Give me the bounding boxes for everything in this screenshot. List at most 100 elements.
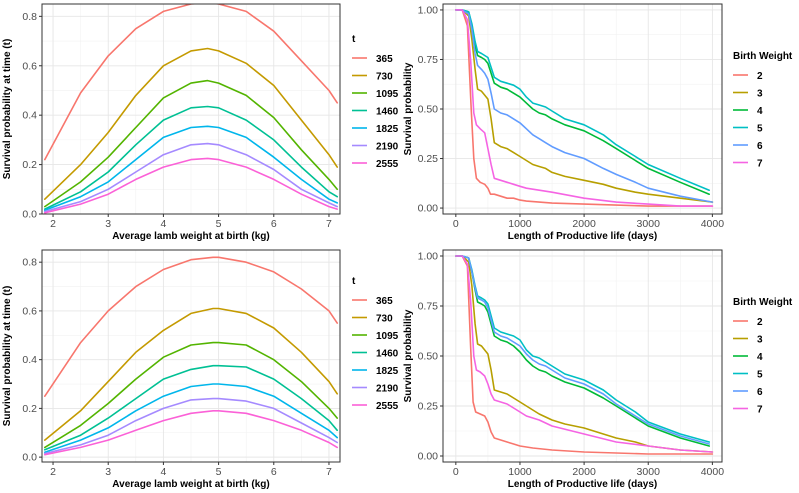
legend-item-7: 7 [733, 159, 763, 170]
series-line-1825 [43, 383, 339, 454]
x-tick-label: 1000 [508, 466, 532, 478]
x-tick-label: 7 [326, 466, 332, 478]
legend-item-1825: 1825 [352, 366, 399, 377]
y-tick-label: 0.4 [22, 354, 37, 366]
y-tick-label: 1.00 [418, 4, 439, 16]
x-tick-label: 4 [160, 466, 166, 478]
y-tick-label: 0.8 [22, 11, 37, 23]
legend-label: 6 [757, 141, 763, 152]
legend-item-365: 365 [352, 54, 393, 65]
legend-label: 2 [757, 317, 763, 328]
legend-label: 3 [757, 335, 763, 346]
x-tick-label: 3000 [637, 218, 661, 230]
panel-border [41, 3, 341, 215]
legend-label: 2190 [376, 142, 399, 153]
series-line-365 [43, 256, 339, 398]
chart-panel-4: 0 1000 2000 3000 4000 0.00 0.25 0.50 0.75 1.00 Len… [403, 249, 793, 490]
series-line-3 [454, 255, 714, 453]
x-tick-label: 2 [50, 218, 56, 230]
legend-label: 1460 [376, 107, 399, 118]
legend-label: 2190 [376, 384, 399, 395]
legend-title: t [352, 276, 356, 287]
y-tick-label: 0.2 [22, 403, 37, 415]
x-tick-label: 7 [326, 218, 332, 230]
x-axis-title: Length of Productive life (days) [508, 479, 657, 490]
y-axis-title: Survival probability at time (t) [2, 39, 13, 180]
legend-label: 730 [376, 72, 393, 83]
legend: Birth Weight 2 3 4 5 6 7 [733, 297, 793, 416]
x-tick-label: 4 [160, 218, 166, 230]
y-tick-label: 0.00 [418, 451, 439, 463]
legend-item-2190: 2190 [352, 384, 399, 395]
legend-item-4: 4 [733, 106, 763, 117]
series-line-730 [43, 307, 339, 441]
x-tick-label: 0 [453, 218, 459, 230]
y-tick-label: 0.2 [22, 159, 37, 171]
y-tick-label: 0.50 [418, 351, 439, 363]
x-tick-label: 4000 [701, 218, 725, 230]
legend-item-1095: 1095 [352, 331, 399, 342]
legend-item-3: 3 [733, 89, 763, 100]
legend-label: 5 [757, 370, 763, 381]
series-line-7 [454, 9, 714, 207]
legend-title: Birth Weight [733, 297, 793, 308]
legend-item-7: 7 [733, 405, 763, 416]
legend-item-1825: 1825 [352, 124, 399, 135]
y-axis-title: Survival probability [403, 309, 414, 402]
series-group [43, 256, 339, 456]
legend-label: 2555 [376, 401, 399, 412]
legend-item-1095: 1095 [352, 89, 399, 100]
series-line-2190 [43, 142, 339, 213]
series-line-7 [454, 255, 714, 453]
y-tick-label: 0.0 [22, 209, 37, 221]
legend-item-2: 2 [733, 317, 763, 328]
series-line-4 [454, 9, 711, 195]
x-axis-title: Length of Productive life (days) [508, 231, 657, 242]
y-tick-label: 0.50 [418, 104, 439, 116]
series-line-730 [43, 47, 339, 200]
y-tick-label: 1.00 [418, 251, 439, 263]
legend-label: 365 [376, 296, 393, 307]
legend-label: 2 [757, 71, 763, 82]
legend-title: Birth Weight [733, 51, 793, 62]
legend: Birth Weight 2 3 4 5 6 7 [733, 51, 793, 170]
series-group [454, 255, 714, 455]
x-tick-label: 2 [50, 466, 56, 478]
y-axis-title: Survival probability [403, 62, 414, 155]
legend-item-5: 5 [733, 124, 763, 135]
series-line-3 [454, 9, 714, 203]
legend-item-5: 5 [733, 370, 763, 381]
legend-label: 2555 [376, 159, 399, 170]
series-group [454, 9, 714, 207]
series-line-1095 [43, 79, 339, 208]
legend-label: 365 [376, 54, 393, 65]
legend-item-2555: 2555 [352, 401, 399, 412]
legend-item-2190: 2190 [352, 142, 399, 153]
legend-title: t [352, 34, 356, 45]
panel-border [41, 249, 341, 463]
series-line-2 [454, 9, 714, 207]
x-axis-title: Average lamb weight at birth (kg) [112, 231, 269, 242]
legend-item-2: 2 [733, 71, 763, 82]
x-tick-label: 6 [271, 218, 277, 230]
legend-item-365: 365 [352, 296, 393, 307]
legend-label: 1825 [376, 366, 399, 377]
legend-item-6: 6 [733, 141, 763, 152]
legend: t 365 730 1095 1460 1825 2190 2555 [352, 276, 399, 412]
chart-panel-2: 0 1000 2000 3000 4000 0.00 0.25 0.50 0.75 1.00 Len… [403, 3, 793, 242]
series-line-1825 [43, 125, 339, 212]
x-tick-label: 0 [453, 466, 459, 478]
legend-label: 4 [757, 352, 763, 363]
x-tick-label: 6 [271, 466, 277, 478]
x-axis-title: Average lamb weight at birth (kg) [112, 479, 269, 490]
legend-item-730: 730 [352, 314, 393, 325]
legend-item-1460: 1460 [352, 107, 399, 118]
series-line-1460 [43, 105, 339, 210]
legend-label: 6 [757, 387, 763, 398]
series-line-1460 [43, 364, 339, 451]
x-tick-label: 5 [216, 466, 222, 478]
y-tick-label: 0.25 [418, 153, 439, 165]
y-tick-label: 0.6 [22, 305, 37, 317]
legend-label: 730 [376, 314, 393, 325]
